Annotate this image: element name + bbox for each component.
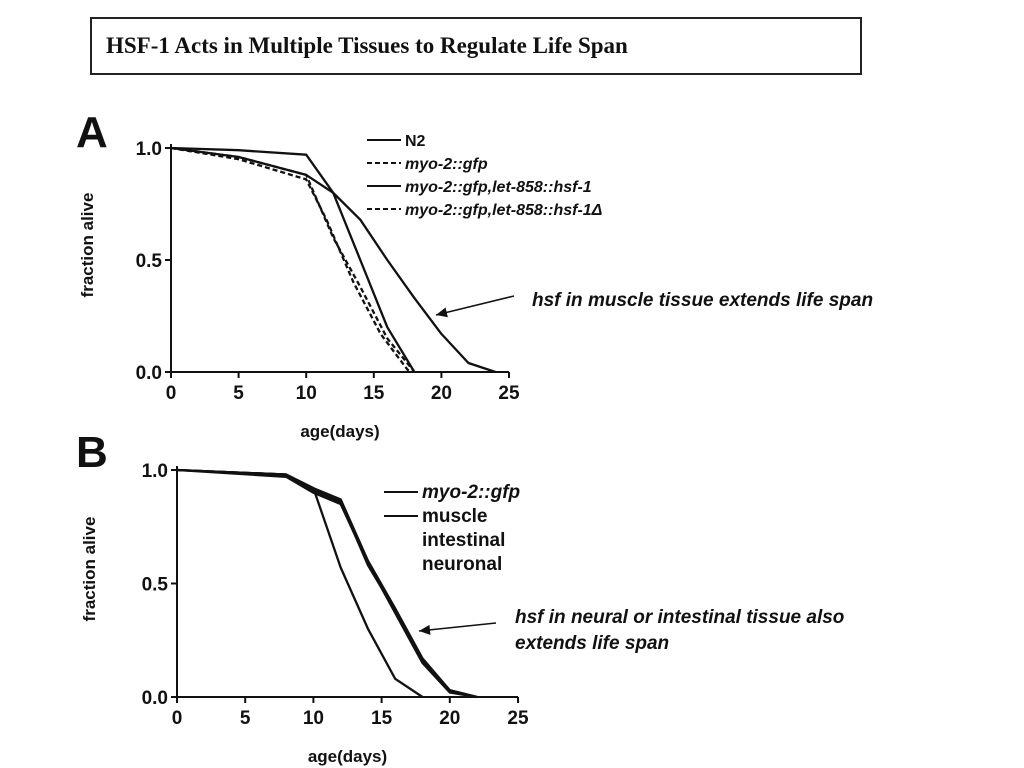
legend-label-1: myo-2::gfp xyxy=(422,482,520,503)
annotation-a: hsf in muscle tissue extends life span xyxy=(532,290,874,311)
y-tick-label: 0.5 xyxy=(136,251,163,272)
legend-label-2: myo-2::gfp xyxy=(405,156,488,173)
series-line-3 xyxy=(170,146,496,374)
series-line-4 xyxy=(176,468,478,699)
y-tick-label: 1.0 xyxy=(142,461,168,482)
legend-label-4: myo-2::gfp,let-858::hsf-1Δ xyxy=(405,202,603,219)
series-line-3 xyxy=(176,468,478,699)
x-tick-label: 0 xyxy=(166,383,177,404)
chart-a: 0 5 10 15 20 25 0.0 0.5 1.0 age(days) fraction ali… xyxy=(78,133,603,441)
annotation-b-line1: hsf in neural or intestinal tissue also xyxy=(515,607,845,628)
series-line-1 xyxy=(176,468,424,698)
arrow-b-head xyxy=(419,624,431,635)
legend-label-4: neuronal xyxy=(422,554,502,575)
x-tick-label: 0 xyxy=(172,708,183,729)
y-tick-label: 0.0 xyxy=(142,688,168,709)
x-tick-label: 25 xyxy=(498,383,520,404)
x-axis-label: age(days) xyxy=(300,422,379,441)
x-tick-label: 25 xyxy=(507,708,529,729)
series-line-1 xyxy=(170,146,416,373)
chart-b: 0 5 10 15 20 25 0.0 0.5 1.0 age(days) fraction ali… xyxy=(80,461,529,766)
series-line-4 xyxy=(170,146,415,374)
title-box: HSF-1 Acts in Multiple Tissues to Regula… xyxy=(90,17,862,75)
page-title: HSF-1 Acts in Multiple Tissues to Regula… xyxy=(106,33,628,58)
panel-letter-b: B xyxy=(76,428,108,477)
legend-label-3: myo-2::gfp,let-858::hsf-1 xyxy=(405,179,592,196)
y-axis-label: fraction alive xyxy=(78,193,97,298)
legend-label-2: muscle xyxy=(422,506,487,527)
x-tick-label: 20 xyxy=(431,383,452,404)
series-line-2 xyxy=(170,146,416,373)
x-tick-label: 5 xyxy=(240,708,251,729)
y-tick-label: 0.0 xyxy=(136,363,162,384)
legend-label-1: N2 xyxy=(405,133,426,150)
x-tick-label: 15 xyxy=(363,383,385,404)
x-tick-label: 20 xyxy=(439,708,460,729)
arrow-a-shaft xyxy=(435,295,515,316)
y-tick-label: 1.0 xyxy=(136,139,162,160)
x-tick-label: 10 xyxy=(296,383,317,404)
annotation-arrows xyxy=(418,295,515,635)
arrow-b-shaft xyxy=(418,622,497,632)
annotation-b-line2: extends life span xyxy=(515,633,670,654)
y-tick-label: 0.5 xyxy=(142,575,169,596)
arrow-a-head xyxy=(436,307,448,318)
panel-letter-a: A xyxy=(76,108,108,157)
x-tick-label: 10 xyxy=(303,708,324,729)
x-axis-label: age(days) xyxy=(308,747,387,766)
legend-label-3: intestinal xyxy=(422,530,505,551)
y-axis-label: fraction alive xyxy=(80,517,99,622)
x-tick-label: 15 xyxy=(371,708,393,729)
series-line-2 xyxy=(176,468,478,699)
x-tick-label: 5 xyxy=(233,383,244,404)
